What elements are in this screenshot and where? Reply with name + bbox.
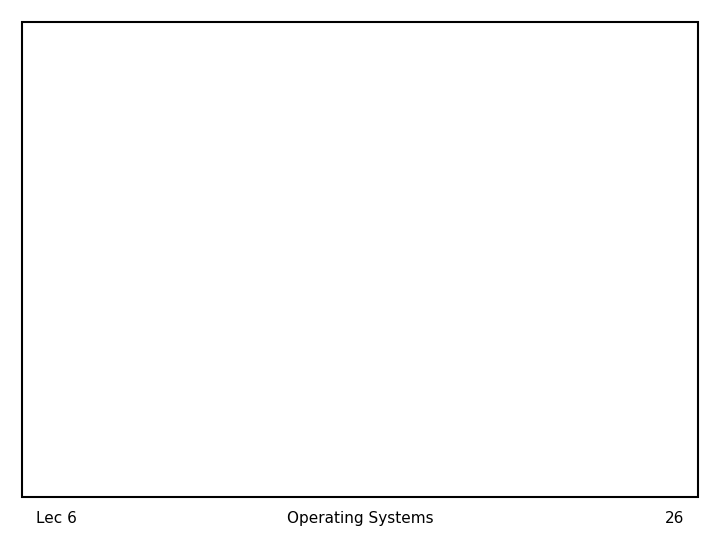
Text: segments reside in memory: segments reside in memory: [195, 264, 389, 278]
Text: 26: 26: [665, 511, 684, 526]
Text: addresses; each table entry has:: addresses; each table entry has:: [150, 217, 457, 234]
Text: Segment-table base register (STBR): Segment-table base register (STBR): [150, 312, 489, 330]
Text: indicates: indicates: [359, 364, 451, 382]
Text: – contains the starting physical address where the: – contains the starting physical address…: [193, 243, 548, 256]
Text: •  Logical address consists of a two tuple:: • Logical address consists of a two tupl…: [129, 140, 523, 158]
Text: •: •: [129, 364, 151, 382]
Text: – maps two-dimensional physical: – maps two-dimensional physical: [233, 192, 546, 210]
Text: Lec 6: Lec 6: [36, 511, 77, 526]
Text: •: •: [129, 192, 151, 210]
Text: STLR: STLR: [467, 416, 517, 434]
Text: number of segments used by a program;: number of segments used by a program;: [150, 390, 533, 408]
Text: Operating Systems: Operating Systems: [287, 511, 433, 526]
Text: base: base: [171, 243, 204, 256]
Text: segment table’s location in memory: segment table’s location in memory: [150, 337, 488, 355]
Text: Segment-table length register (STLR): Segment-table length register (STLR): [150, 364, 503, 382]
Text: – specifies the length of the segment: – specifies the length of the segment: [189, 285, 451, 298]
Text: <: <: [448, 416, 475, 434]
Text: •: •: [129, 312, 151, 330]
Text: –: –: [157, 243, 173, 256]
Text: Segmentation Architecture: Segmentation Architecture: [136, 94, 602, 123]
Text: limit: limit: [171, 285, 202, 298]
Text: –: –: [157, 285, 173, 298]
Text: Segment table: Segment table: [150, 192, 288, 210]
Text: points to the: points to the: [362, 312, 489, 330]
Text: s: s: [348, 416, 359, 434]
Text: s: s: [441, 416, 451, 434]
Text: <segment-number, offset>,: <segment-number, offset>,: [239, 167, 499, 185]
Text: segment number: segment number: [246, 416, 425, 434]
Text: is legal if: is legal if: [356, 416, 461, 434]
